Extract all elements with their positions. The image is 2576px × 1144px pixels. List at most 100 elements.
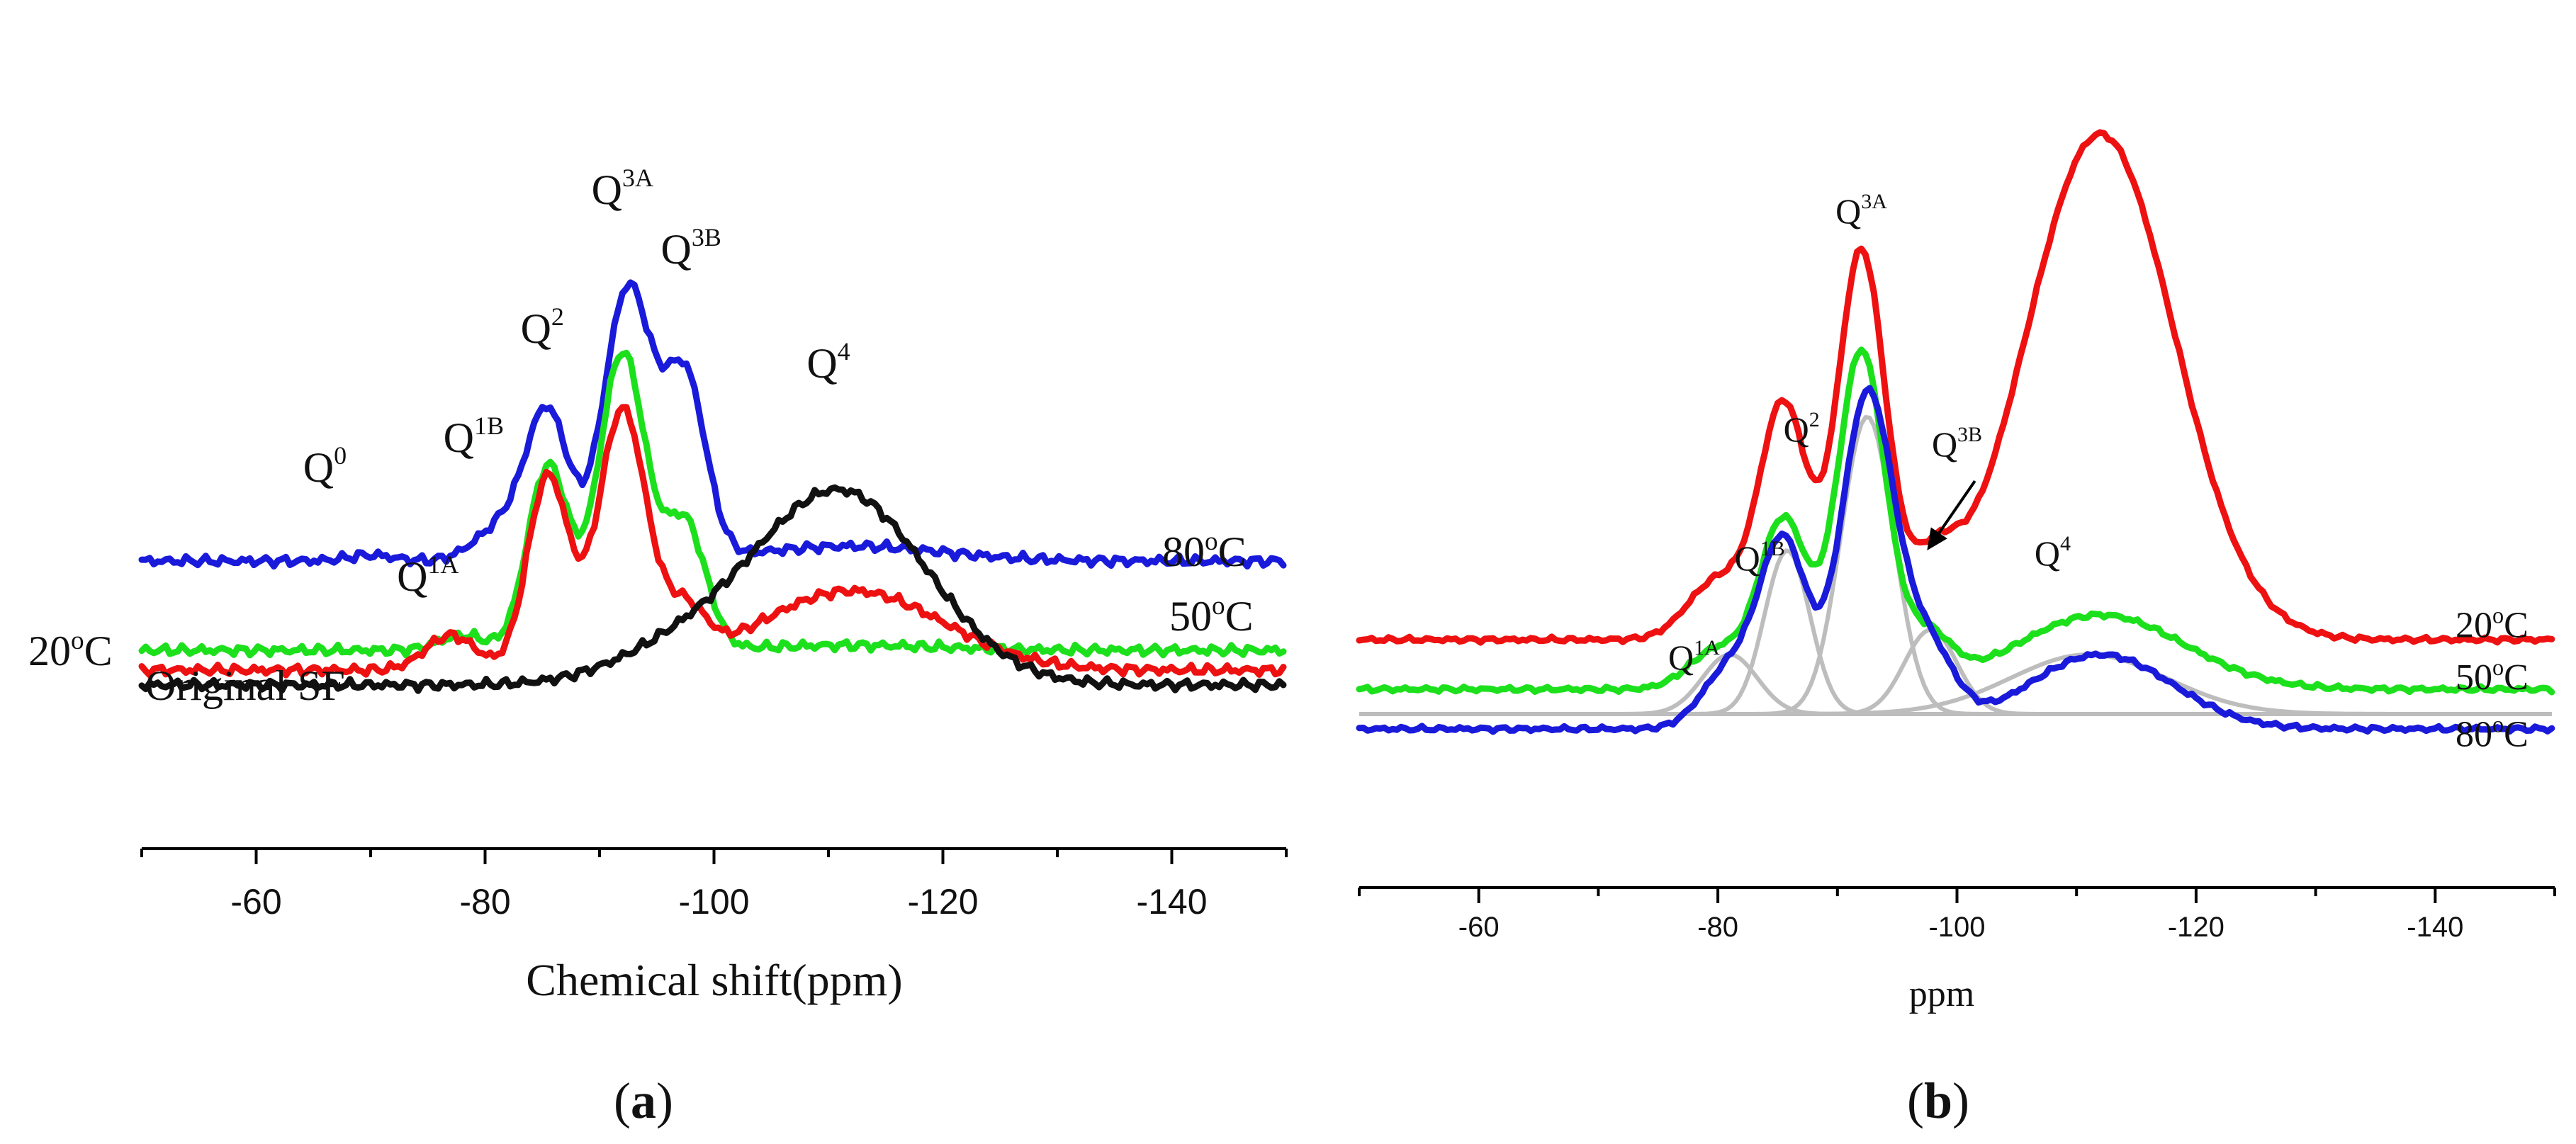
panel-b-letter: b xyxy=(1924,1072,1952,1129)
x-tick-label: -120 xyxy=(907,882,978,922)
series-original-sf-line xyxy=(138,484,1287,694)
series-label-text: 20 xyxy=(2456,606,2492,646)
peak-annotation-sup: 3B xyxy=(692,223,721,251)
series-label: 20oC xyxy=(2456,603,2529,646)
peak-annotation-sup: 3A xyxy=(622,164,653,192)
series-label: 20oC xyxy=(28,626,113,674)
peak-annotation-base: Q xyxy=(1784,409,1809,449)
peak-annotation: Q4 xyxy=(2035,532,2071,573)
peak-annotation-base: Q xyxy=(2035,533,2060,573)
panel-b-fits xyxy=(1359,415,2552,716)
peak-annotation-sup: 4 xyxy=(2060,532,2071,555)
panel-a-traces xyxy=(138,279,1287,694)
series-80oc-line xyxy=(1356,385,2555,735)
series-label-text: Original SF xyxy=(145,662,345,709)
panel-a-caption: (a) xyxy=(614,1072,673,1129)
peak-annotation: Q0 xyxy=(303,441,347,491)
peak-annotation-sup: 2 xyxy=(1809,408,1820,431)
series-label-unit: C xyxy=(2504,606,2529,646)
series-label: 50oC xyxy=(1169,591,1254,640)
peak-annotation: Q1A xyxy=(1668,636,1720,677)
peak-annotation-base: Q xyxy=(661,226,692,273)
peak-annotation: Q3A xyxy=(1835,190,1887,231)
peak-annotation-base: Q xyxy=(806,340,837,387)
series-label-text: 50 xyxy=(1169,593,1212,640)
peak-annotation-base: Q xyxy=(397,553,427,600)
series-20oc-line xyxy=(1356,129,2555,646)
x-tick-label: -80 xyxy=(1697,912,1738,943)
series-label-text: 50 xyxy=(2456,657,2492,698)
peak-annotation: Q1A xyxy=(397,550,459,600)
panel-b-x-axis-title: ppm xyxy=(1909,974,1974,1014)
x-tick-label: -120 xyxy=(2168,912,2225,943)
series-label-sup: o xyxy=(2492,655,2504,680)
x-tick-label: -140 xyxy=(2407,912,2463,943)
x-tick-label: -140 xyxy=(1136,882,1207,922)
peak-annotation: Q4 xyxy=(806,337,850,387)
peak-annotation-sup: 1A xyxy=(427,550,459,579)
peak-annotation-base: Q xyxy=(1735,538,1760,578)
series-label-text: 80 xyxy=(2456,715,2492,755)
x-tick-label: -80 xyxy=(459,882,510,922)
x-tick-label: -60 xyxy=(1458,912,1500,943)
peak-annotation-sup: 1B xyxy=(474,412,504,440)
peak-annotation-base: Q xyxy=(592,166,622,213)
peak-annotation: Q2 xyxy=(521,302,564,352)
series-20oc-line xyxy=(138,404,1287,679)
peak-annotation-base: Q xyxy=(303,444,334,491)
peak-annotation: Q1B xyxy=(444,412,504,461)
peak-annotation-sup: 2 xyxy=(551,302,564,331)
peak-annotation: Q2 xyxy=(1784,408,1820,449)
peak-annotation-sup: 1B xyxy=(1760,537,1785,560)
series-label-sup: o xyxy=(2492,712,2504,737)
series-label-unit: C xyxy=(1218,528,1247,575)
series-q4-fit-line xyxy=(1359,652,2552,716)
series-label: 50oC xyxy=(2456,655,2529,698)
panel-b-q3b-arrowhead xyxy=(1927,527,1947,550)
peak-annotation-sup: 1A xyxy=(1694,636,1720,659)
panel-b-q3b-arrow xyxy=(1937,480,1976,534)
peak-annotation-base: Q xyxy=(521,305,551,352)
peak-annotation: Q3B xyxy=(1932,423,1982,464)
series-label: 80oC xyxy=(2456,712,2529,755)
panel-a-letter: a xyxy=(631,1072,656,1129)
series-50oc-line xyxy=(1356,346,2555,696)
series-50oc-line xyxy=(138,349,1287,659)
series-label-unit: C xyxy=(84,628,113,674)
x-tick-label: -100 xyxy=(678,882,749,922)
panel-a-x-axis-title: Chemical shift(ppm) xyxy=(526,955,902,1005)
series-label-sup: o xyxy=(1205,527,1218,556)
peak-annotation: Q3B xyxy=(661,223,721,273)
panel-b-ticks: -60 -80 -100 -120 -140 xyxy=(1358,888,2556,943)
peak-annotation-sup: 3A xyxy=(1861,190,1887,213)
series-label-text: 20 xyxy=(28,628,71,674)
panel-a-ticks: -60 -80 -100 -120 -140 xyxy=(140,849,1288,922)
peak-annotation-sup: 4 xyxy=(838,337,850,366)
series-80oc-line xyxy=(138,279,1287,570)
peak-annotation: Q3A xyxy=(592,164,653,213)
peak-annotation-sup: 0 xyxy=(334,441,347,470)
panel-b-caption: (b) xyxy=(1907,1072,1969,1129)
panel-b-traces xyxy=(1356,129,2555,735)
series-label-unit: C xyxy=(2504,715,2529,755)
peak-annotation-sup: 3B xyxy=(1957,423,1982,446)
peak-annotation: Q1B xyxy=(1735,537,1785,578)
peak-annotation-base: Q xyxy=(1835,191,1861,231)
series-label: 80oC xyxy=(1162,527,1247,575)
x-tick-label: -60 xyxy=(230,882,281,922)
series-label-sup: o xyxy=(1212,591,1225,621)
series-label: Original SF xyxy=(145,662,345,709)
series-label-sup: o xyxy=(71,626,84,655)
x-tick-label: -100 xyxy=(1928,912,1985,943)
peak-annotation-base: Q xyxy=(1668,638,1694,677)
series-label-sup: o xyxy=(2492,603,2504,628)
series-label-unit: C xyxy=(2504,657,2529,698)
peak-annotation-base: Q xyxy=(1932,424,1957,464)
